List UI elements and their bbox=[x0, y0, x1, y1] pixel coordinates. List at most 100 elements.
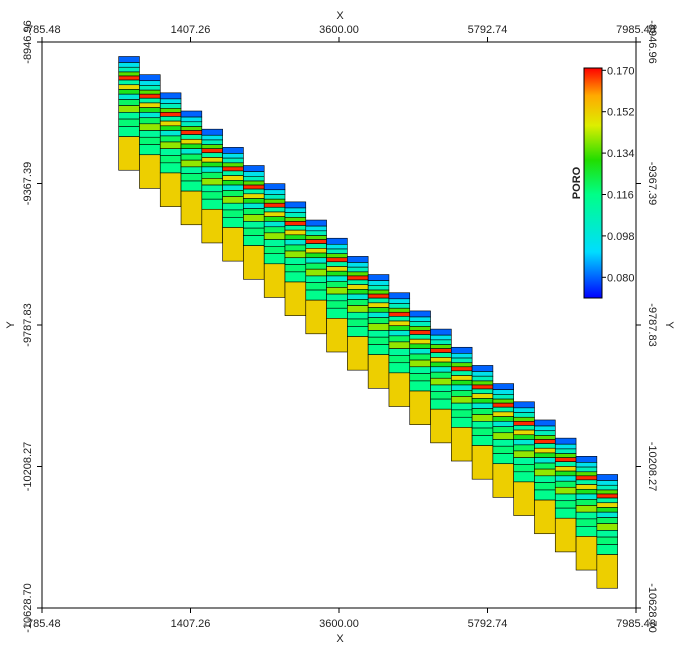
grid-cell bbox=[388, 320, 411, 327]
grid-cell bbox=[180, 116, 203, 123]
grid-cell bbox=[451, 384, 473, 391]
grid-cell bbox=[159, 98, 182, 104]
grid-cell bbox=[263, 183, 286, 191]
y-ticks-left: -8946.96 -9367.39 -9787.83 -10208.27 -10628.… bbox=[22, 20, 42, 633]
grid-cell bbox=[180, 153, 203, 161]
grid-cell bbox=[575, 518, 598, 527]
grid-cell bbox=[367, 323, 390, 331]
grid-cell bbox=[409, 366, 431, 374]
grid-cell bbox=[409, 326, 431, 331]
grid-cell bbox=[575, 462, 598, 468]
grid-cell bbox=[180, 190, 203, 226]
grid-cell bbox=[471, 414, 494, 422]
grid-cell bbox=[201, 128, 223, 136]
grid-cell bbox=[596, 536, 618, 545]
grid-cell bbox=[492, 389, 514, 395]
x-axis-title-top: X bbox=[336, 10, 344, 22]
grid-cell bbox=[492, 416, 514, 422]
grid-cell bbox=[347, 299, 369, 306]
grid-cell bbox=[326, 280, 348, 288]
x-tick-label: 5792.74 bbox=[468, 618, 508, 630]
grid-cell bbox=[139, 97, 161, 104]
x-tick-label: 7985.48 bbox=[616, 24, 656, 36]
grid-cell bbox=[575, 499, 598, 506]
grid-cell bbox=[430, 408, 452, 444]
grid-cell bbox=[513, 434, 535, 440]
grid-cell bbox=[430, 377, 452, 386]
grid-cell bbox=[451, 357, 473, 364]
grid-cell bbox=[554, 453, 577, 458]
grid-cell bbox=[201, 157, 223, 163]
grid-cell bbox=[430, 398, 452, 410]
grid-cell bbox=[534, 419, 556, 427]
grid-cell bbox=[347, 284, 369, 290]
grid-cell bbox=[159, 155, 182, 164]
grid-cell bbox=[492, 432, 514, 440]
grid-cell bbox=[575, 536, 598, 571]
grid-cell bbox=[139, 136, 161, 145]
grid-cell bbox=[326, 293, 348, 302]
grid-cell bbox=[575, 466, 598, 473]
grid-cell bbox=[201, 171, 223, 179]
grid-cell bbox=[347, 271, 369, 277]
grid-cell bbox=[222, 217, 244, 228]
grid-cell bbox=[596, 517, 618, 524]
grid-cell bbox=[139, 107, 161, 113]
grid-cell bbox=[284, 229, 307, 236]
grid-cell bbox=[263, 232, 286, 240]
grid-cell bbox=[575, 493, 598, 500]
grid-cell bbox=[367, 317, 390, 325]
grid-cell bbox=[159, 130, 182, 137]
grid-cell bbox=[596, 480, 618, 486]
y-tick-label: -9787.83 bbox=[22, 303, 34, 346]
grid-cell bbox=[159, 135, 182, 143]
grid-cell bbox=[118, 136, 140, 171]
grid-cell bbox=[409, 334, 431, 340]
grid-cell bbox=[492, 398, 514, 404]
grid-cell bbox=[471, 384, 494, 390]
grid-cell bbox=[596, 502, 618, 508]
grid-cell bbox=[326, 300, 348, 309]
grid-cell bbox=[118, 79, 140, 86]
grid-cell bbox=[554, 470, 577, 477]
grid-cell bbox=[554, 500, 577, 509]
grid-cell bbox=[554, 480, 577, 488]
grid-cell bbox=[180, 134, 203, 140]
grid-cell bbox=[388, 355, 411, 364]
grid-cell bbox=[534, 430, 556, 436]
y-tick-label: -8946.96 bbox=[646, 20, 658, 63]
y-axis-title-left: Y bbox=[5, 321, 17, 329]
grid-cell bbox=[471, 402, 494, 409]
grid-cell bbox=[139, 102, 161, 108]
grid-cell bbox=[451, 409, 473, 418]
grid-cell bbox=[305, 252, 327, 259]
grid-cell bbox=[554, 457, 577, 463]
y-tick-label: -8946.96 bbox=[22, 20, 34, 63]
grid-cell bbox=[367, 354, 390, 389]
grid-cell bbox=[326, 237, 348, 245]
grid-cell bbox=[596, 484, 618, 491]
grid-cell bbox=[201, 208, 223, 244]
grid-cell bbox=[284, 212, 307, 218]
grid-cell bbox=[222, 190, 244, 197]
colorbar-tick-label: 0.080 bbox=[607, 272, 635, 284]
grid-cell bbox=[367, 293, 390, 299]
grid-cell bbox=[367, 289, 390, 295]
grid-cell bbox=[263, 189, 286, 195]
grid-cell bbox=[284, 201, 307, 209]
grid-cell bbox=[430, 348, 452, 353]
x-tick-label: 5792.74 bbox=[468, 24, 508, 36]
grid-cell bbox=[118, 93, 140, 100]
grid-cell bbox=[305, 248, 327, 254]
grid-cell bbox=[222, 202, 244, 211]
grid-cell bbox=[347, 279, 369, 285]
grid-cell bbox=[201, 184, 223, 193]
x-tick-label: 1407.26 bbox=[171, 618, 211, 630]
colorbar-tick-label: 0.116 bbox=[607, 190, 634, 202]
grid-cell bbox=[430, 366, 452, 373]
grid-cell bbox=[284, 281, 307, 316]
grid-cell bbox=[409, 316, 431, 322]
y-tick-label: -10628.70 bbox=[646, 583, 658, 633]
grid-cell bbox=[409, 359, 431, 368]
